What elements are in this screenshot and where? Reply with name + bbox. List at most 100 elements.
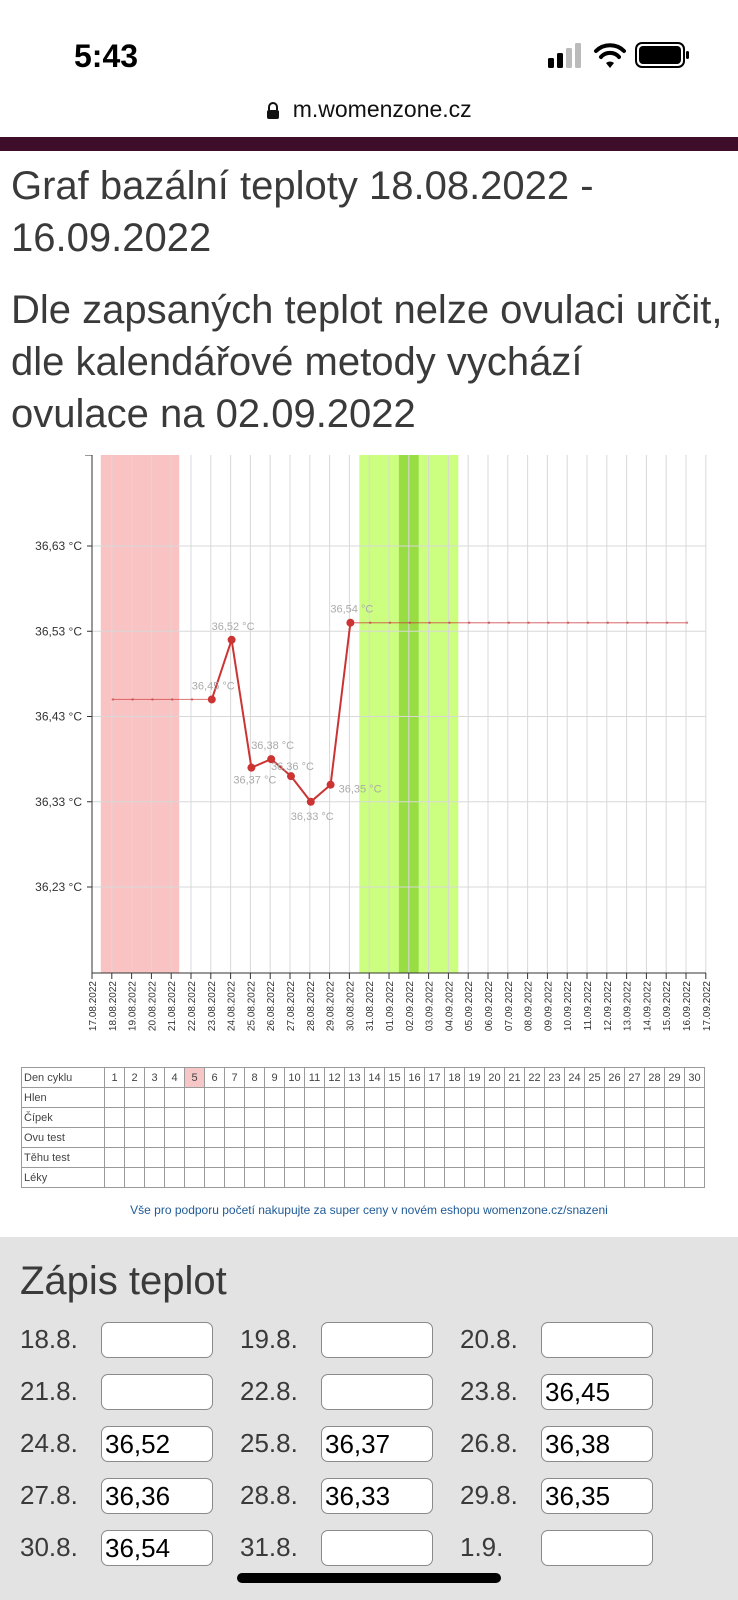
cycle-day-cell[interactable]: 10 — [284, 1067, 305, 1088]
cycle-table-cell[interactable] — [184, 1107, 205, 1128]
cycle-table-cell[interactable] — [664, 1087, 685, 1108]
cycle-table-cell[interactable] — [264, 1167, 285, 1188]
cycle-table-cell[interactable] — [124, 1107, 145, 1128]
cycle-table-cell[interactable] — [644, 1107, 665, 1128]
cycle-day-cell[interactable]: 3 — [144, 1067, 165, 1088]
cycle-table-cell[interactable] — [604, 1167, 625, 1188]
cycle-table-cell[interactable] — [484, 1087, 505, 1108]
cycle-day-cell[interactable]: 30 — [684, 1067, 705, 1088]
cycle-table-cell[interactable] — [564, 1087, 585, 1108]
cycle-day-cell[interactable]: 23 — [544, 1067, 565, 1088]
cycle-table-cell[interactable] — [144, 1127, 165, 1148]
temperature-input[interactable] — [541, 1374, 653, 1410]
cycle-day-cell[interactable]: 27 — [624, 1067, 645, 1088]
cycle-table-cell[interactable] — [344, 1127, 365, 1148]
temperature-input[interactable] — [321, 1374, 433, 1410]
cycle-day-cell[interactable]: 6 — [204, 1067, 225, 1088]
cycle-table-cell[interactable] — [204, 1087, 225, 1108]
temperature-input[interactable] — [101, 1426, 213, 1462]
cycle-table-cell[interactable] — [224, 1147, 245, 1168]
cycle-table-cell[interactable] — [464, 1167, 485, 1188]
cycle-table-cell[interactable] — [484, 1107, 505, 1128]
temperature-input[interactable] — [541, 1426, 653, 1462]
cycle-day-cell[interactable]: 24 — [564, 1067, 585, 1088]
cycle-table-cell[interactable] — [404, 1107, 425, 1128]
cycle-table-cell[interactable] — [304, 1127, 325, 1148]
cycle-table-cell[interactable] — [444, 1127, 465, 1148]
cycle-table-cell[interactable] — [144, 1167, 165, 1188]
cycle-table-cell[interactable] — [224, 1107, 245, 1128]
cycle-table-cell[interactable] — [204, 1127, 225, 1148]
cycle-table-cell[interactable] — [504, 1087, 525, 1108]
cycle-day-cell[interactable]: 11 — [304, 1067, 325, 1088]
cycle-table-cell[interactable] — [504, 1167, 525, 1188]
cycle-table-cell[interactable] — [464, 1127, 485, 1148]
cycle-table-cell[interactable] — [244, 1167, 265, 1188]
cycle-table-cell[interactable] — [264, 1107, 285, 1128]
cycle-table-cell[interactable] — [584, 1147, 605, 1168]
cycle-table-cell[interactable] — [364, 1147, 385, 1168]
cycle-table-cell[interactable] — [224, 1127, 245, 1148]
cycle-table-cell[interactable] — [644, 1147, 665, 1168]
cycle-day-cell[interactable]: 15 — [384, 1067, 405, 1088]
cycle-table-cell[interactable] — [324, 1127, 345, 1148]
temperature-input[interactable] — [101, 1374, 213, 1410]
cycle-table-cell[interactable] — [624, 1087, 645, 1108]
cycle-table-cell[interactable] — [364, 1127, 385, 1148]
cycle-table-cell[interactable] — [364, 1167, 385, 1188]
cycle-table-cell[interactable] — [244, 1087, 265, 1108]
cycle-table-cell[interactable] — [384, 1147, 405, 1168]
cycle-day-cell[interactable]: 28 — [644, 1067, 665, 1088]
cycle-day-cell[interactable]: 4 — [164, 1067, 185, 1088]
cycle-table-cell[interactable] — [584, 1087, 605, 1108]
temperature-input[interactable] — [101, 1530, 213, 1566]
cycle-table-cell[interactable] — [424, 1147, 445, 1168]
cycle-table-cell[interactable] — [324, 1087, 345, 1108]
cycle-day-cell[interactable]: 29 — [664, 1067, 685, 1088]
cycle-table-cell[interactable] — [664, 1107, 685, 1128]
cycle-table-cell[interactable] — [344, 1147, 365, 1168]
cycle-day-cell[interactable]: 20 — [484, 1067, 505, 1088]
cycle-table-cell[interactable] — [164, 1167, 185, 1188]
cycle-table-cell[interactable] — [384, 1107, 405, 1128]
cycle-table-cell[interactable] — [304, 1147, 325, 1168]
cycle-table-cell[interactable] — [484, 1127, 505, 1148]
cycle-day-cell[interactable]: 9 — [264, 1067, 285, 1088]
temperature-input[interactable] — [321, 1530, 433, 1566]
cycle-table-cell[interactable] — [644, 1167, 665, 1188]
cycle-table-cell[interactable] — [424, 1107, 445, 1128]
cycle-day-cell[interactable]: 26 — [604, 1067, 625, 1088]
cycle-table-cell[interactable] — [324, 1167, 345, 1188]
cycle-table-cell[interactable] — [584, 1167, 605, 1188]
cycle-table-cell[interactable] — [624, 1107, 645, 1128]
eshop-promo-link[interactable]: Vše pro podporu početí nakupujte za supe… — [130, 1203, 608, 1217]
cycle-table-cell[interactable] — [284, 1087, 305, 1108]
cycle-table-cell[interactable] — [144, 1147, 165, 1168]
cycle-table-cell[interactable] — [384, 1167, 405, 1188]
cycle-table-cell[interactable] — [644, 1087, 665, 1108]
cycle-table-cell[interactable] — [524, 1087, 545, 1108]
cycle-table-cell[interactable] — [404, 1127, 425, 1148]
cycle-table-cell[interactable] — [324, 1147, 345, 1168]
cycle-table-cell[interactable] — [364, 1087, 385, 1108]
cycle-day-cell[interactable]: 13 — [344, 1067, 365, 1088]
cycle-table-cell[interactable] — [444, 1167, 465, 1188]
cycle-table-cell[interactable] — [464, 1087, 485, 1108]
cycle-table-cell[interactable] — [144, 1087, 165, 1108]
cycle-table-cell[interactable] — [684, 1167, 705, 1188]
cycle-table-cell[interactable] — [624, 1167, 645, 1188]
cycle-table-cell[interactable] — [124, 1127, 145, 1148]
temperature-input[interactable] — [541, 1478, 653, 1514]
cycle-table-cell[interactable] — [544, 1087, 565, 1108]
cycle-day-cell[interactable]: 21 — [504, 1067, 525, 1088]
cycle-table-cell[interactable] — [304, 1087, 325, 1108]
cycle-table-cell[interactable] — [124, 1087, 145, 1108]
cycle-table-cell[interactable] — [344, 1167, 365, 1188]
cycle-table-cell[interactable] — [504, 1127, 525, 1148]
temperature-input[interactable] — [541, 1530, 653, 1566]
cycle-table-cell[interactable] — [264, 1087, 285, 1108]
cycle-table-cell[interactable] — [544, 1107, 565, 1128]
temperature-input[interactable] — [101, 1322, 213, 1358]
temperature-input[interactable] — [541, 1322, 653, 1358]
cycle-table-cell[interactable] — [684, 1087, 705, 1108]
